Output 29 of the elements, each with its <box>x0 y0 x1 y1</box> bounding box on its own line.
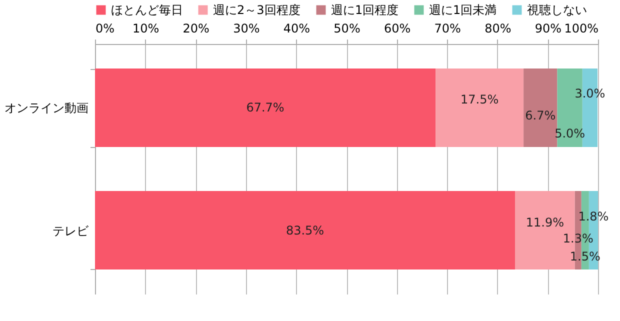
data-label: 11.9% <box>526 215 564 230</box>
legend-label: 週に1回程度 <box>331 3 399 17</box>
y-tick-label: オンライン動画 <box>4 101 88 116</box>
legend-label: 週に1回未満 <box>429 3 497 17</box>
data-label: 17.5% <box>460 92 499 107</box>
y-tick-label: テレビ <box>52 224 90 238</box>
legend-label: 視聴しない <box>527 3 587 17</box>
x-tick-label: 0% <box>96 22 115 36</box>
data-label: 67.7% <box>246 100 284 115</box>
data-label: 1.3% <box>562 231 594 246</box>
x-tick-label: 100% <box>564 22 598 36</box>
x-tick-label: 90% <box>534 22 562 36</box>
bar <box>95 191 516 270</box>
bar <box>436 68 524 147</box>
x-tick-label: 50% <box>334 22 360 36</box>
x-tick-label: 40% <box>283 22 310 36</box>
legend-label: 週に2～3回程度 <box>213 3 300 17</box>
data-label: 6.7% <box>525 108 556 123</box>
bar <box>95 68 436 147</box>
x-tick-label: 80% <box>484 22 512 36</box>
x-tick-label: 20% <box>182 22 210 36</box>
x-tick-label: 30% <box>233 22 260 36</box>
data-label: 5.0% <box>554 126 586 141</box>
legend-label: ほとんど毎日 <box>111 3 183 17</box>
x-tick-label: 10% <box>132 22 160 36</box>
bar <box>524 68 558 147</box>
x-tick-label: 70% <box>434 22 461 36</box>
x-tick-label: 60% <box>384 22 411 36</box>
data-label: 83.5% <box>286 223 324 238</box>
